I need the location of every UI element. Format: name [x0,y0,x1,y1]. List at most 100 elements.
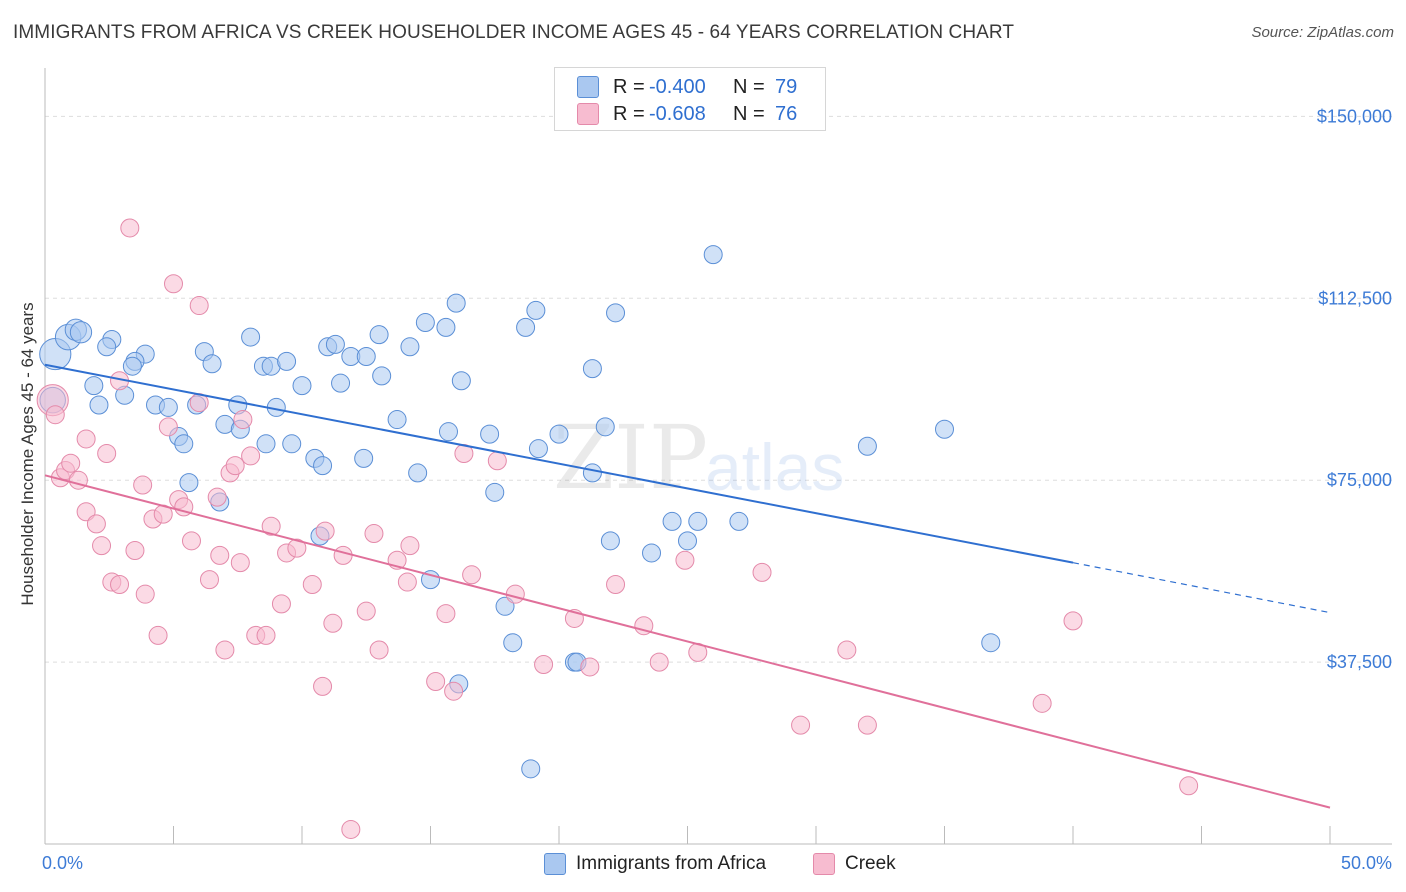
africa-point [421,570,440,590]
creek-point [649,652,669,672]
africa-point [480,424,500,444]
creek-point [110,574,130,594]
creek-point [199,570,219,590]
africa-point [400,337,420,357]
africa-point [415,313,435,333]
series-creek [36,218,1199,839]
africa-point [179,473,199,493]
bottom-legend-label-africa: Immigrants from Africa [576,853,767,874]
africa-point [857,436,877,456]
y-tick-label: $37,500 [1327,652,1392,672]
africa-point [662,511,682,531]
creek-point [752,562,772,582]
africa-point [354,448,374,468]
gridlines [45,115,1392,663]
creek-point [315,521,335,541]
africa-point [981,633,1001,653]
creek-point [133,475,153,495]
creek-point [837,640,857,660]
creek-point [426,671,446,691]
trend-lines [44,363,1331,809]
africa-point [331,373,351,393]
creek-point [86,514,106,534]
creek-point [323,613,343,633]
africa-point [313,456,333,476]
creek-point [125,541,145,561]
africa-point [241,327,261,347]
creek-point [302,574,322,594]
africa-point [606,303,626,323]
creek-point [1063,611,1083,631]
creek-point [181,531,201,551]
watermark-atlas: atlas [705,430,844,504]
africa-point [595,417,615,437]
africa-trend-extension [1072,562,1331,614]
africa-point [642,543,662,563]
legend-row-africa: R = -0.400 N = 79 [577,75,797,99]
creek-point [92,536,112,556]
africa-point [369,325,389,345]
legend-row-creek: R = -0.608 N = 76 [577,102,797,126]
africa-point [282,434,302,454]
creek-point [158,417,178,437]
africa-point [292,376,312,396]
axes [44,68,1392,845]
creek-point [256,625,276,645]
africa-point [97,337,117,357]
legend-n-label: N = [733,102,765,125]
creek-point [241,446,261,466]
legend-n-value: 79 [775,75,798,98]
creek-trend-line [44,474,1331,809]
legend-swatch-pink [577,103,599,125]
africa-point [89,395,109,415]
africa-point [202,354,222,374]
legend-r-label: R = [613,75,645,98]
africa-point [526,300,546,320]
creek-point [505,584,525,604]
creek-point [436,604,456,624]
creek-point [634,616,654,636]
creek-point [189,296,209,316]
y-tick-label: $150,000 [1317,106,1392,126]
watermark-zip: ZIP [553,406,708,509]
africa-point [174,434,194,454]
africa-point [516,317,536,337]
africa-point [521,759,541,779]
africa-point [451,371,471,391]
africa-point [503,633,523,653]
africa-point [495,596,515,616]
y-tick-labels: $150,000 $112,500 $75,000 $37,500 [1317,106,1392,672]
creek-point [444,681,464,701]
creek-point [135,584,155,604]
legend-n-label: N = [733,75,765,98]
africa-point [729,511,749,531]
creek-point [580,657,600,677]
creek-point [313,676,333,696]
creek-point [148,625,168,645]
bottom-legend-swatch-blue [544,853,566,875]
creek-point [76,502,96,522]
africa-point [372,366,392,386]
creek-point [356,601,376,621]
creek-point [287,538,307,558]
x-tick-label-right: 50.0% [1341,853,1392,873]
bottom-legend-africa: Immigrants from Africa [544,851,766,877]
creek-point [369,640,389,660]
y-axis-label: Householder Income Ages 45 - 64 years [18,302,37,605]
africa-point [528,439,548,459]
creek-point [210,545,230,565]
africa-point [158,397,178,417]
creek-point [675,550,695,570]
creek-point [791,715,811,735]
watermark: ZIP atlas [553,406,844,509]
legend-r-label: R = [613,102,645,125]
creek-point [1179,776,1199,796]
africa-point [122,356,142,376]
africa-point [582,359,602,379]
y-tick-label: $75,000 [1327,470,1392,490]
creek-point [462,565,482,585]
creek-point [606,574,626,594]
bottom-legend-swatch-pink [813,853,835,875]
creek-point [1032,693,1052,713]
